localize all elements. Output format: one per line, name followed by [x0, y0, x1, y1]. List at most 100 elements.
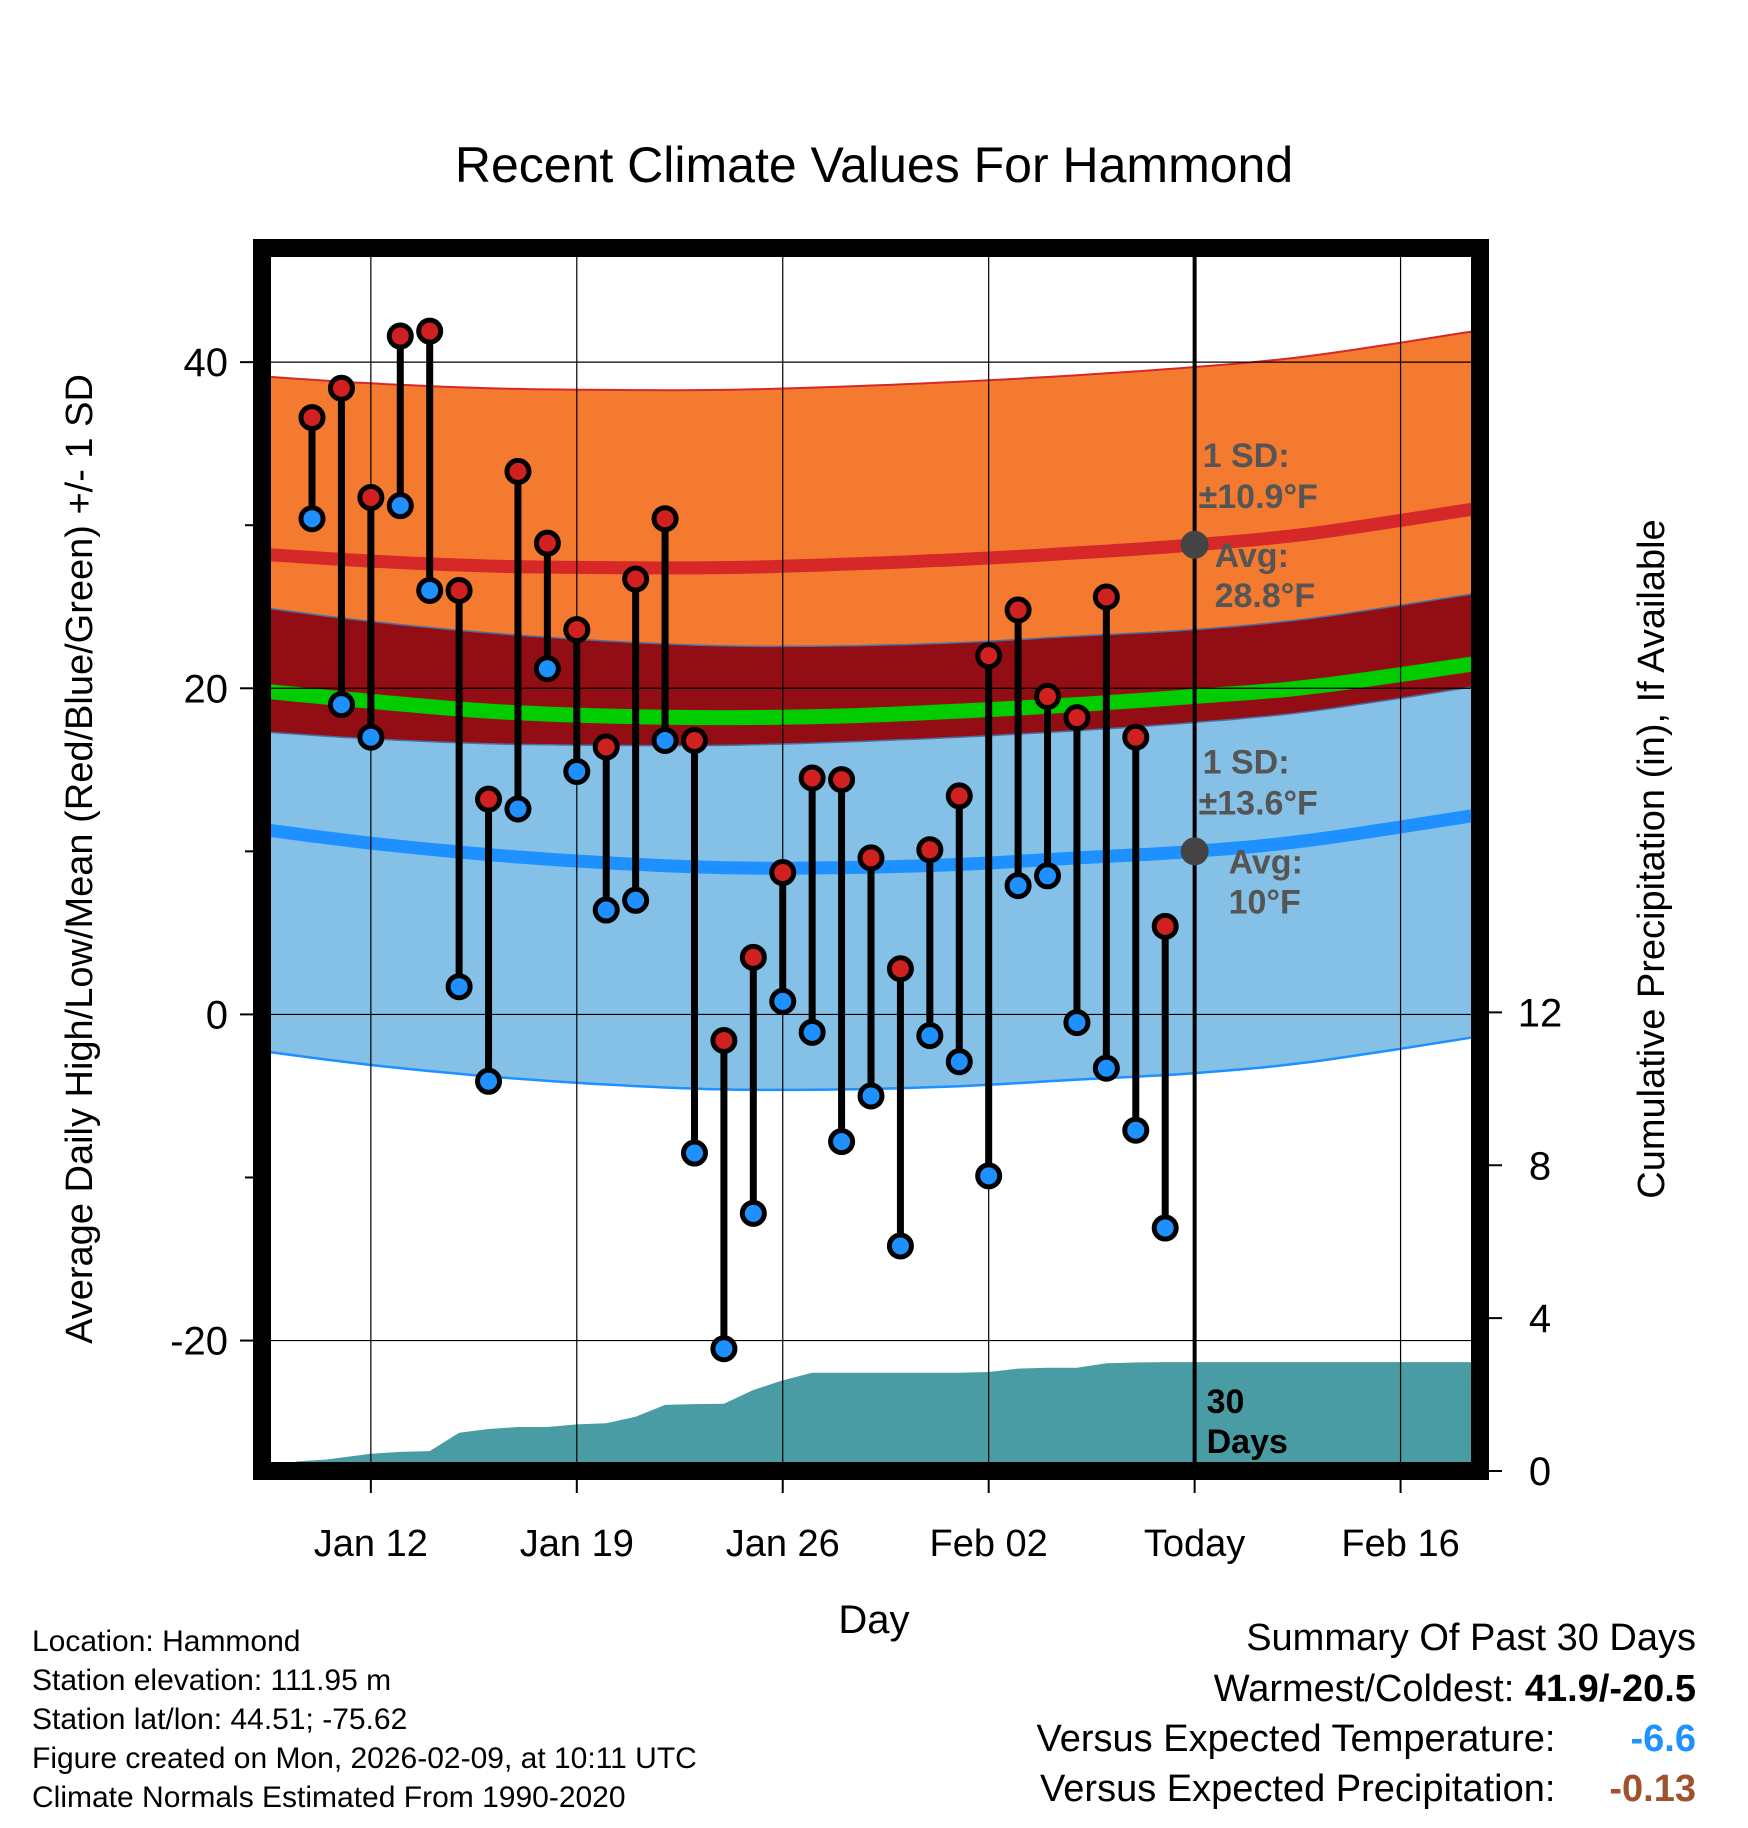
- summary-temp-value: -6.6: [1630, 1718, 1696, 1760]
- summary-extremes-value: 41.9/-20.5: [1524, 1668, 1696, 1710]
- summary-extremes-label: Warmest/Coldest:: [1213, 1668, 1515, 1710]
- low-temp-point: [680, 1139, 708, 1167]
- normals-bands: [266, 330, 1476, 1092]
- low-temp-point: [533, 655, 561, 683]
- low-temp-point: [945, 1048, 973, 1076]
- low-temp-point: [886, 1232, 914, 1260]
- x-tick-label: Feb 02: [930, 1523, 1048, 1565]
- observations: [298, 317, 1179, 1363]
- high-temp-point: [1034, 682, 1062, 710]
- low-temp-point: [1063, 1009, 1091, 1037]
- high-temp-point: [533, 529, 561, 557]
- high-temp-point: [680, 726, 708, 754]
- low-temp-point: [710, 1335, 738, 1363]
- x-tick-label: Jan 12: [314, 1523, 428, 1565]
- low-temp-point: [357, 723, 385, 751]
- low-temp-point: [975, 1162, 1003, 1190]
- summary-precip-value: -0.13: [1609, 1768, 1696, 1810]
- precipitation-area: [273, 1362, 1480, 1471]
- y-tick-label: -20: [170, 1320, 228, 1364]
- y-axis-label: Average Daily High/Low/Mean (Red/Blue/Gr…: [59, 374, 101, 1344]
- low-temp-point: [1122, 1116, 1150, 1144]
- summary-extremes: Warmest/Coldest: 41.9/-20.5: [1214, 1668, 1696, 1711]
- high-avg-label: Avg:: [1215, 537, 1289, 575]
- high-temp-point: [298, 404, 326, 432]
- low-sd-value: ±13.6°F: [1199, 784, 1318, 822]
- period-unit: Days: [1207, 1423, 1288, 1461]
- low-temp-point: [298, 505, 326, 533]
- high-temp-point: [769, 859, 797, 887]
- x-axis-label: Day: [838, 1598, 909, 1642]
- low-sd-label: 1 SD:: [1203, 743, 1290, 781]
- high-temp-point: [592, 733, 620, 761]
- high-temp-point: [1151, 912, 1179, 940]
- summary-title: Summary Of Past 30 Days: [1246, 1617, 1696, 1659]
- high-sd-value: ±10.9°F: [1199, 478, 1318, 516]
- low-temp-point: [739, 1199, 767, 1227]
- y2-tick-label: 8: [1529, 1144, 1551, 1188]
- high-temp-point: [886, 955, 914, 983]
- high-temp-point: [710, 1027, 738, 1055]
- low-temp-point: [327, 691, 355, 719]
- low-temp-point: [916, 1022, 944, 1050]
- plot-frame: [253, 239, 1489, 1480]
- low-temp-point: [416, 576, 444, 604]
- high-temp-point: [1004, 596, 1032, 624]
- high-temp-point: [798, 764, 826, 792]
- period-value: 30: [1207, 1383, 1245, 1421]
- low-temp-point: [1092, 1054, 1120, 1082]
- low-temp-point: [1034, 862, 1062, 890]
- y2-tick-label: 0: [1529, 1450, 1551, 1494]
- info-elevation: Station elevation: 111.95 m: [32, 1664, 392, 1697]
- high-avg-value: 28.8°F: [1215, 577, 1316, 615]
- high-temp-point: [975, 642, 1003, 670]
- high-temp-point: [327, 374, 355, 402]
- info-normals: Climate Normals Estimated From 1990-2020: [32, 1781, 626, 1814]
- high-temp-point: [857, 844, 885, 872]
- chart-title: Recent Climate Values For Hammond: [455, 137, 1293, 193]
- y2-axis-label: Cumulative Precipitation (in), If Availa…: [1631, 519, 1673, 1198]
- precip-area: [273, 1362, 1480, 1471]
- x-tick-label: Jan 19: [520, 1523, 634, 1565]
- axes: Jan 12 Jan 19 Jan 26 Feb 02 Today Feb 16 40 20 0…: [170, 341, 1562, 1565]
- info-created: Figure created on Mon, 2026-02-09, at 10…: [32, 1742, 697, 1775]
- x-tick-label: Feb 16: [1341, 1523, 1459, 1565]
- low-temp-point: [769, 987, 797, 1015]
- high-temp-point: [651, 505, 679, 533]
- low-temp-point: [386, 492, 414, 520]
- x-tick-label: Jan 26: [726, 1523, 840, 1565]
- high-temp-point: [622, 565, 650, 593]
- low-temp-point: [1004, 872, 1032, 900]
- high-temp-point: [1122, 723, 1150, 751]
- low-temp-point: [798, 1018, 826, 1046]
- low-temp-point: [1151, 1214, 1179, 1242]
- high-avg-today-marker: [1180, 530, 1209, 559]
- high-temp-point: [916, 836, 944, 864]
- high-upper-edge: [267, 330, 1475, 392]
- high-temp-point: [445, 576, 473, 604]
- y-tick-label: 40: [184, 341, 229, 385]
- x-tick-label: Today: [1144, 1523, 1245, 1565]
- low-temp-point: [504, 795, 532, 823]
- summary-temp-label: Versus Expected Temperature:: [1036, 1718, 1556, 1760]
- low-temp-point: [857, 1082, 885, 1110]
- low-temp-point: [563, 757, 591, 785]
- low-temp-point: [651, 726, 679, 754]
- summary-temp: Versus Expected Temperature: -6.6: [1037, 1718, 1696, 1761]
- summary-precip-label: Versus Expected Precipitation:: [1040, 1768, 1556, 1810]
- high-avg-line: [267, 502, 1476, 575]
- high-temp-point: [504, 457, 532, 485]
- high-sd-label: 1 SD:: [1203, 437, 1290, 475]
- y-tick-label: 0: [206, 993, 228, 1037]
- high-temp-point: [1092, 583, 1120, 611]
- low-temp-point: [445, 973, 473, 1001]
- high-temp-point: [1063, 704, 1091, 732]
- high-temp-point: [475, 785, 503, 813]
- low-avg-value: 10°F: [1229, 883, 1301, 921]
- info-latlon: Station lat/lon: 44.51; -75.62: [32, 1703, 408, 1736]
- high-temp-point: [563, 616, 591, 644]
- high-temp-point: [357, 483, 385, 511]
- y-tick-label: 20: [184, 667, 229, 711]
